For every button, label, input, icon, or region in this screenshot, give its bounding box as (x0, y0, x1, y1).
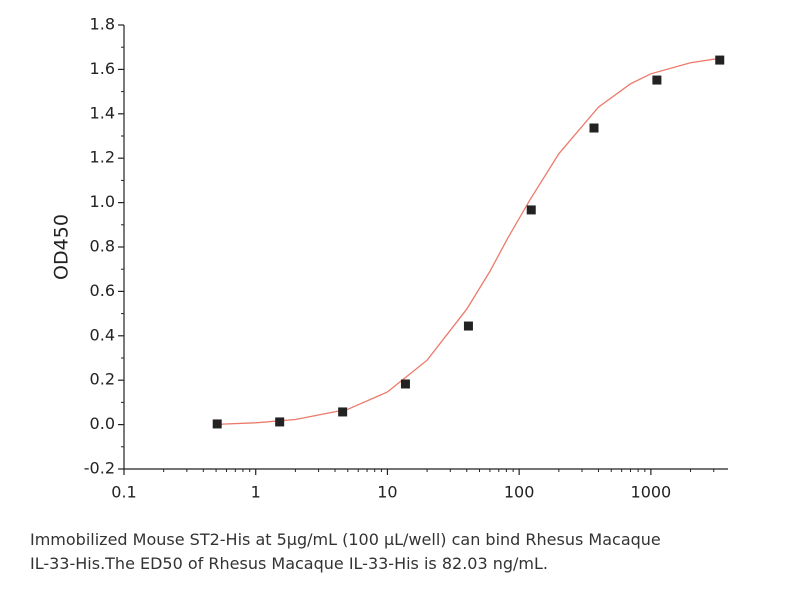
x-tick-label: 1000 (631, 483, 672, 502)
data-point (275, 417, 285, 427)
data-point (715, 55, 725, 65)
y-tick-label: 1.4 (90, 103, 115, 122)
x-tick-label: 0.1 (111, 483, 136, 502)
y-tick-label: 0.0 (90, 414, 115, 433)
x-tick-label: 1 (251, 483, 261, 502)
y-tick-label: 1.8 (90, 15, 115, 34)
x-tick-label: 10 (377, 483, 397, 502)
x-tick-label: 100 (504, 483, 535, 502)
y-tick-label: 0.2 (90, 370, 115, 389)
caption-line: IL-33-His.The ED50 of Rhesus Macaque IL-… (30, 554, 548, 573)
data-point (589, 123, 599, 133)
data-point (652, 75, 662, 85)
data-point (338, 407, 348, 417)
y-tick-label: 1.2 (90, 148, 115, 167)
data-point (526, 205, 536, 215)
data-point (463, 321, 473, 331)
data-point (400, 379, 410, 389)
y-tick-label: 1.6 (90, 59, 115, 78)
y-tick-label: 0.8 (90, 237, 115, 256)
y-axis-label: OD450 (51, 214, 73, 280)
y-tick-label: 1.0 (90, 192, 115, 211)
y-tick-label: -0.2 (84, 459, 115, 478)
fit-curve (216, 57, 720, 426)
y-tick-label: 0.4 (90, 325, 115, 344)
data-point (212, 419, 222, 429)
y-tick-label: 0.6 (90, 281, 115, 300)
caption-line: Immobilized Mouse ST2-His at 5μg/mL (100… (30, 530, 661, 549)
